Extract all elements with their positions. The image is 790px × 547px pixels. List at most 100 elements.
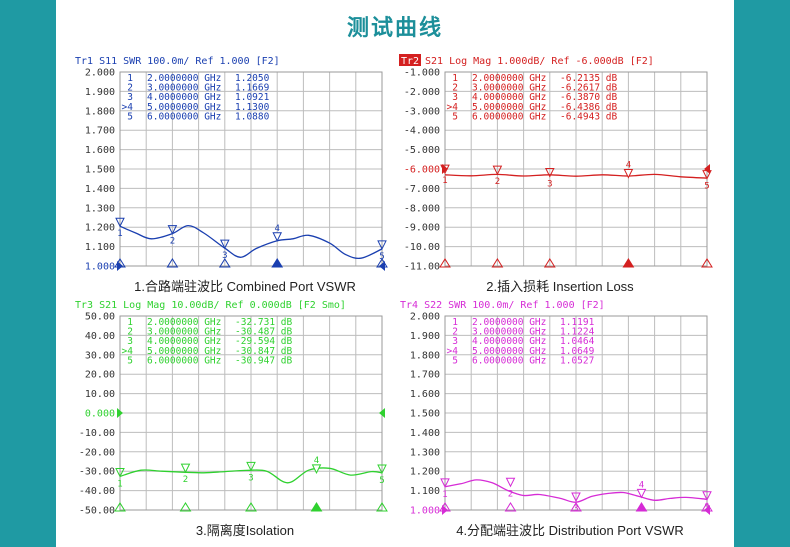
- marker-4: 4: [636, 480, 647, 499]
- marker-table: 1 2.0000000 GHz 1.1191 2 3.0000000 GHz 1.1224…: [447, 317, 595, 366]
- ref-level-arrow-right: [704, 505, 710, 515]
- y-tick-label: 50.00: [85, 312, 115, 323]
- marker-table-freq: 6.0000000 GHz: [147, 355, 221, 366]
- marker-table-value: 1.0464: [560, 336, 595, 347]
- y-tick-label: 1.500: [85, 165, 115, 176]
- marker-5: 5: [377, 464, 387, 486]
- marker-4: 4: [272, 224, 283, 242]
- chart-header: Tr3 S21 Log Mag 10.00dB/ Ref 0.000dB [F2…: [75, 300, 346, 311]
- ref-level-arrow-right: [379, 261, 385, 271]
- y-tick-label: -3.000: [404, 106, 440, 117]
- marker-table: 1 2.0000000 GHz -6.2135 dB 2 3.0000000 GHz -6…: [447, 73, 618, 122]
- bottom-marker-triangle: [245, 502, 257, 512]
- bottom-marker-triangle: [376, 258, 388, 268]
- marker-table-value: -29.594 dB: [235, 336, 292, 347]
- bottom-marker-triangle: [635, 502, 648, 512]
- marker-2: 2: [505, 477, 516, 499]
- marker-table-index: 5: [452, 111, 458, 122]
- vswr-distribution-chart: Tr4 S22 SWR 100.0m/ Ref 1.000 [F2]2.000 1…: [400, 300, 713, 517]
- grid: [119, 315, 383, 511]
- marker-3: 3: [246, 461, 256, 483]
- marker-triangle: [440, 164, 450, 175]
- bottom-marker-triangle: [376, 502, 388, 512]
- marker-triangle: [311, 464, 322, 474]
- y-tick-label: -30.00: [79, 467, 115, 478]
- marker-table-freq: 3.0000000 GHz: [147, 327, 221, 338]
- marker-number: 4: [626, 161, 631, 171]
- marker-5: 5: [702, 170, 712, 192]
- marker-table-freq: 6.0000000 GHz: [147, 111, 221, 122]
- marker-table-value: -30.947 dB: [235, 355, 292, 366]
- marker-3: 3: [544, 168, 555, 190]
- y-tick-label: 1.300: [85, 203, 115, 214]
- bottom-marker-triangle: [622, 258, 635, 268]
- marker-table-value: 1.1300: [235, 102, 270, 113]
- y-tick-label: 1.400: [85, 184, 115, 195]
- marker-table-value: 1.1669: [235, 83, 270, 94]
- marker-table-value: -6.4386 dB: [560, 102, 617, 113]
- marker-number: 5: [704, 182, 709, 192]
- y-tick-label: -50.00: [79, 506, 115, 517]
- marker-3: 3: [219, 239, 230, 261]
- marker-number: 3: [248, 473, 253, 483]
- marker-table-index: 1: [452, 317, 458, 328]
- bottom-marker-triangle: [218, 258, 231, 268]
- marker-number: 5: [379, 252, 384, 262]
- y-tick-label: 1.800: [85, 106, 115, 117]
- marker-table-index: 1: [127, 317, 133, 328]
- marker-1: 1: [440, 478, 450, 500]
- marker-table-value: 1.0649: [560, 346, 595, 357]
- marker-table-index: 3: [127, 92, 133, 103]
- marker-table-index: 1: [127, 73, 133, 84]
- marker-number: 5: [379, 476, 384, 486]
- marker-triangle: [377, 464, 387, 475]
- marker-number: 2: [183, 475, 188, 485]
- y-tick-label: 1.000: [410, 506, 440, 517]
- marker-table-freq: 6.0000000 GHz: [472, 111, 546, 122]
- y-tick-label: 30.00: [85, 350, 115, 361]
- marker-table: 1 2.0000000 GHz 1.2050 2 3.0000000 GHz 1.1669…: [122, 73, 270, 122]
- marker-table-freq: 5.0000000 GHz: [147, 102, 221, 113]
- marker-table-index: 3: [452, 92, 458, 103]
- marker-5: 5: [377, 240, 387, 262]
- marker-triangle: [219, 239, 230, 250]
- y-tick-label: 2.000: [85, 68, 115, 79]
- y-tick-label: -20.00: [79, 447, 115, 458]
- bottom-marker-triangle: [701, 258, 713, 268]
- marker-number: 4: [639, 480, 644, 490]
- caption-isolation: 3.隔离度Isolation: [195, 523, 295, 538]
- isolation-chart: Tr3 S21 Log Mag 10.00dB/ Ref 0.000dB [F2…: [75, 300, 388, 517]
- marker-table-value: -6.3870 dB: [560, 92, 617, 103]
- marker-table-freq: 4.0000000 GHz: [472, 92, 546, 103]
- bottom-marker-triangle: [271, 258, 284, 268]
- y-tick-label: -7.000: [404, 184, 440, 195]
- marker-table-freq: 3.0000000 GHz: [472, 327, 546, 338]
- marker-table: 1 2.0000000 GHz -32.731 dB 2 3.0000000 GHz -3…: [122, 317, 293, 366]
- marker-2: 2: [167, 225, 178, 247]
- marker-table-index: >4: [122, 346, 134, 357]
- marker-table-index: 2: [127, 327, 133, 338]
- marker-1: 1: [115, 217, 125, 239]
- caption-insertion-loss: 2.插入损耗 Insertion Loss: [486, 279, 634, 294]
- ref-level-arrow-left: [117, 408, 123, 418]
- marker-table-freq: 2.0000000 GHz: [472, 73, 546, 84]
- marker-triangle: [702, 491, 712, 501]
- marker-triangle: [167, 225, 178, 235]
- marker-table-value: 1.0880: [235, 111, 270, 122]
- marker-triangle: [180, 463, 191, 474]
- marker-1: 1: [440, 164, 450, 186]
- ref-level-arrow-right: [704, 164, 710, 174]
- ref-level-arrow-left: [442, 164, 448, 174]
- marker-table-value: 1.0921: [235, 92, 270, 103]
- ref-level-arrow-right: [379, 408, 385, 418]
- marker-table-freq: 4.0000000 GHz: [472, 336, 546, 347]
- marker-triangle: [492, 165, 503, 176]
- marker-1: 1: [115, 467, 125, 489]
- marker-number: 1: [442, 490, 447, 500]
- marker-table-index: 2: [452, 327, 458, 338]
- vswr-combined-chart: Tr1 S11 SWR 100.0m/ Ref 1.000 [F2]2.000 1…: [75, 56, 388, 273]
- chart-header: S21 Log Mag 1.000dB/ Ref -6.000dB [F2]: [425, 56, 654, 67]
- marker-triangle: [636, 488, 647, 499]
- marker-number: 3: [573, 504, 578, 514]
- marker-table-value: -6.2135 dB: [560, 73, 617, 84]
